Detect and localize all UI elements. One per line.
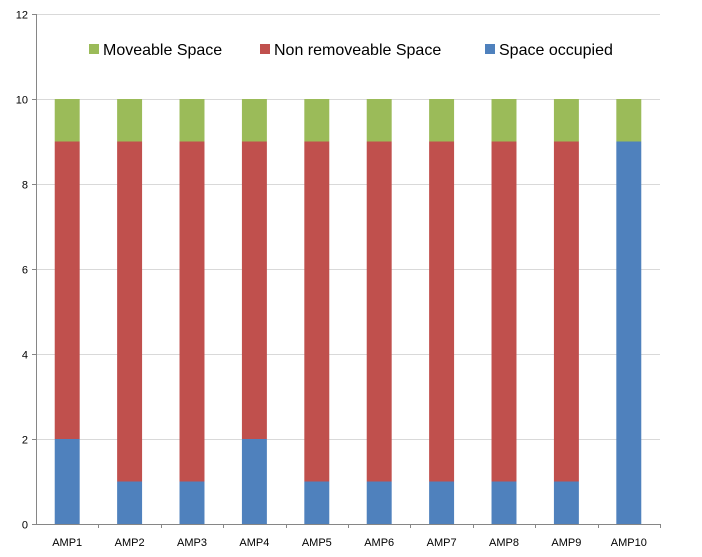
- bar-segment-amp1-space-occupied: [54, 439, 80, 524]
- bar-segment-amp9-space-occupied: [553, 481, 579, 524]
- legend-swatch-moveable-space: [89, 44, 99, 54]
- bar-segment-amp8-non-removeable-space: [491, 141, 517, 482]
- legend: Moveable Space Non removeable Space Space …: [89, 42, 613, 59]
- y-tick-label: 2: [22, 435, 28, 447]
- legend-swatch-non-removeable-space: [260, 44, 270, 54]
- x-tick-label: AMP7: [427, 537, 457, 549]
- y-tick-label: 8: [22, 180, 28, 192]
- bar-segment-amp9-non-removeable-space: [553, 141, 579, 482]
- bar-segment-amp5-space-occupied: [304, 481, 330, 524]
- bar-segment-amp4-moveable-space: [241, 99, 267, 142]
- legend-label: Moveable Space: [103, 42, 222, 59]
- bar-segment-amp9-moveable-space: [553, 99, 579, 142]
- bar-segment-amp7-non-removeable-space: [429, 141, 455, 482]
- bar-segment-amp1-non-removeable-space: [54, 141, 80, 439]
- bar-segment-amp7-space-occupied: [429, 481, 455, 524]
- bar-segment-amp2-moveable-space: [117, 99, 143, 142]
- x-tick-label: AMP8: [489, 537, 519, 549]
- x-tick-label: AMP2: [115, 537, 145, 549]
- bars: [54, 99, 642, 524]
- x-tick-label: AMP1: [52, 537, 82, 549]
- bar-segment-amp10-moveable-space: [616, 99, 642, 142]
- x-tick-label: AMP9: [551, 537, 581, 549]
- bar-segment-amp3-non-removeable-space: [179, 141, 205, 482]
- bar-segment-amp6-moveable-space: [366, 99, 392, 142]
- x-tick-label: AMP6: [364, 537, 394, 549]
- axes: [32, 14, 661, 528]
- bar-segment-amp8-moveable-space: [491, 99, 517, 142]
- bar-segment-amp5-moveable-space: [304, 99, 330, 142]
- tick-labels: 0 2 4 6 8 10 12 AMP1 AMP2 AMP3 AMP4 AMP5 AMP6 AMP7 AMP…: [16, 10, 647, 550]
- y-tick-label: 4: [22, 350, 28, 362]
- bar-segment-amp4-space-occupied: [241, 439, 267, 524]
- bar-segment-amp3-moveable-space: [179, 99, 205, 142]
- legend-label: Non removeable Space: [274, 42, 441, 59]
- y-tick-label: 10: [16, 95, 28, 107]
- bar-segment-amp6-non-removeable-space: [366, 141, 392, 482]
- x-tick-label: AMP3: [177, 537, 207, 549]
- bar-segment-amp3-space-occupied: [179, 481, 205, 524]
- bar-segment-amp8-space-occupied: [491, 481, 517, 524]
- bar-segment-amp5-non-removeable-space: [304, 141, 330, 482]
- y-tick-label: 6: [22, 265, 28, 277]
- bar-segment-amp6-space-occupied: [366, 481, 392, 524]
- x-tick-label: AMP5: [302, 537, 332, 549]
- legend-swatch-space-occupied: [485, 44, 495, 54]
- legend-label: Space occupied: [499, 42, 613, 59]
- y-tick-label: 12: [16, 10, 28, 22]
- y-tick-label: 0: [22, 520, 28, 532]
- x-tick-label: AMP4: [239, 537, 269, 549]
- bar-segment-amp1-moveable-space: [54, 99, 80, 142]
- bar-segment-amp2-non-removeable-space: [117, 141, 143, 482]
- bar-segment-amp2-space-occupied: [117, 481, 143, 524]
- bar-segment-amp10-space-occupied: [616, 141, 642, 524]
- bar-segment-amp7-moveable-space: [429, 99, 455, 142]
- x-tick-label: AMP10: [611, 537, 647, 549]
- bar-segment-amp4-non-removeable-space: [241, 141, 267, 439]
